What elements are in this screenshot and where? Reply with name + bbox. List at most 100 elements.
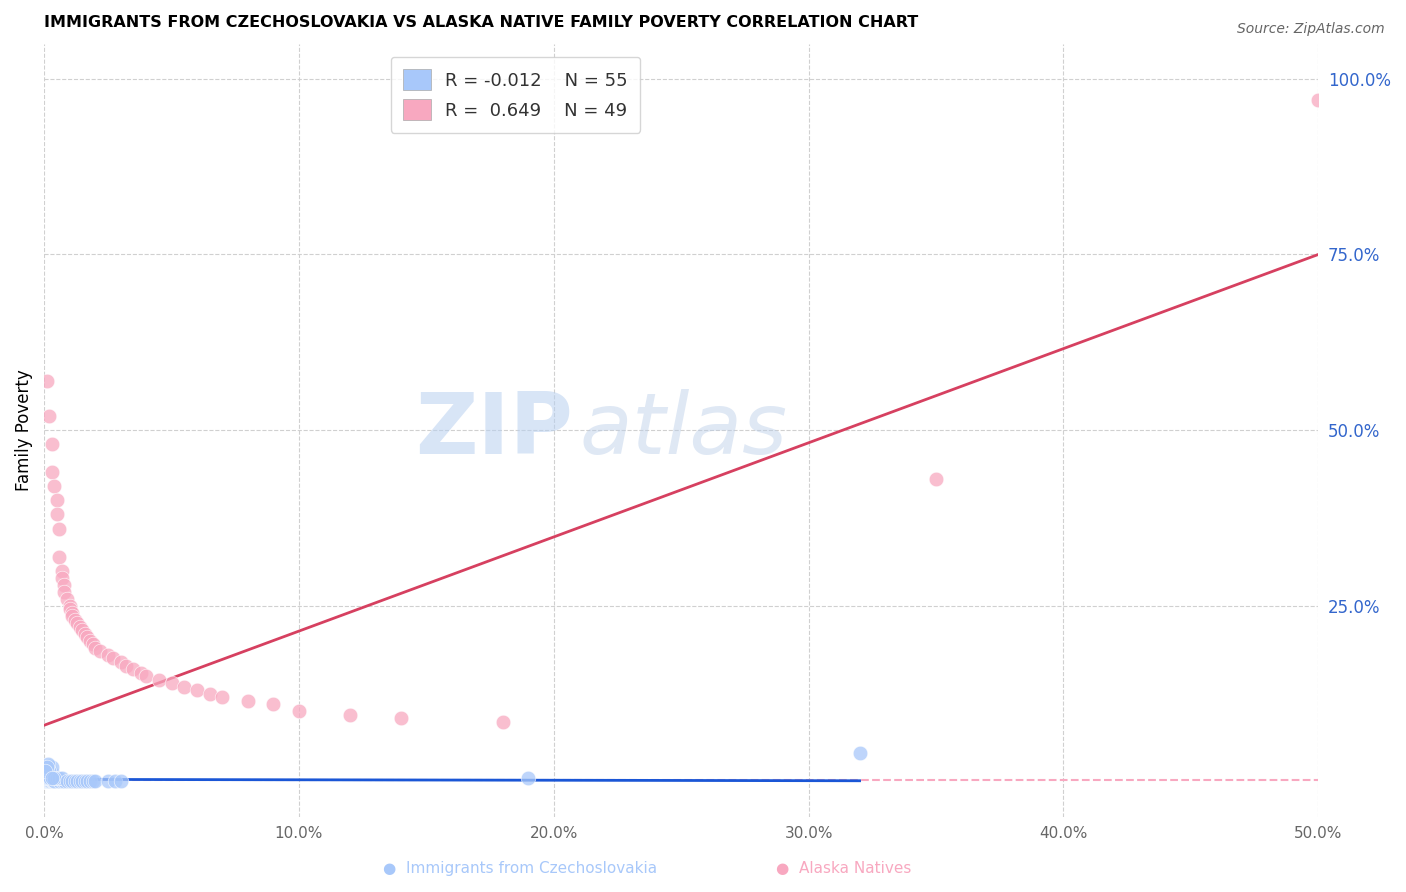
Point [44, 774, 66, 789]
Point [45, 774, 67, 789]
Point [35, 762, 58, 776]
Point [97, 774, 120, 789]
Point [97, 648, 120, 662]
Point [41, 465, 63, 479]
Point [58, 602, 80, 616]
Point [41, 774, 63, 789]
Point [35, 774, 58, 789]
Point [492, 714, 515, 729]
Point [82, 637, 104, 651]
Point [34, 764, 56, 778]
Point [129, 665, 152, 680]
Point [35, 760, 58, 774]
Point [262, 697, 284, 711]
Point [41, 437, 63, 451]
Point [76, 774, 98, 789]
Point [41, 760, 63, 774]
Point [1308, 93, 1330, 107]
Point [339, 707, 361, 722]
Point [48, 774, 70, 789]
Point [44, 479, 66, 493]
Point [45, 493, 67, 508]
Point [38, 774, 60, 789]
Point [51, 774, 73, 789]
Point [69, 620, 91, 634]
Point [288, 704, 311, 718]
Point [211, 690, 233, 705]
Point [173, 680, 195, 694]
Point [58, 774, 80, 789]
Text: ●  Alaska Natives: ● Alaska Natives [776, 861, 911, 876]
Point [38, 409, 60, 423]
Point [73, 627, 96, 641]
Point [39, 774, 62, 789]
Point [63, 774, 86, 789]
Point [48, 521, 70, 535]
Point [114, 658, 136, 673]
Point [34, 774, 56, 789]
Point [69, 774, 91, 789]
Point [66, 616, 89, 631]
Point [48, 771, 70, 785]
Point [45, 774, 67, 789]
Point [56, 591, 79, 606]
Point [58, 599, 80, 613]
Point [53, 578, 76, 592]
Point [35, 774, 58, 789]
Point [160, 676, 183, 690]
Point [82, 774, 104, 789]
Text: atlas: atlas [579, 389, 787, 472]
Point [389, 711, 412, 725]
Point [53, 774, 76, 789]
Point [51, 564, 73, 578]
Point [41, 767, 63, 781]
Point [53, 584, 76, 599]
Point [44, 774, 66, 789]
Point [101, 651, 124, 665]
Point [34, 771, 56, 785]
Point [73, 774, 96, 789]
Point [848, 747, 870, 761]
Text: Source: ZipAtlas.com: Source: ZipAtlas.com [1237, 22, 1385, 37]
Point [236, 693, 259, 707]
Point [38, 774, 60, 789]
Point [45, 771, 67, 785]
Point [38, 771, 60, 785]
Point [51, 571, 73, 585]
Text: IMMIGRANTS FROM CZECHOSLOVAKIA VS ALASKA NATIVE FAMILY POVERTY CORRELATION CHART: IMMIGRANTS FROM CZECHOSLOVAKIA VS ALASKA… [44, 15, 918, 30]
Point [72, 624, 94, 638]
Point [925, 472, 948, 486]
Point [84, 640, 107, 655]
Point [89, 644, 111, 658]
Point [135, 669, 157, 683]
Text: ●  Immigrants from Czechoslovakia: ● Immigrants from Czechoslovakia [384, 861, 657, 876]
Point [60, 774, 83, 789]
Point [44, 774, 66, 789]
Point [517, 771, 540, 785]
Point [41, 771, 63, 785]
Point [39, 771, 62, 785]
Y-axis label: Family Poverty: Family Poverty [15, 369, 32, 491]
Point [72, 774, 94, 789]
Point [60, 609, 83, 624]
Point [38, 764, 60, 778]
Point [76, 631, 98, 645]
Text: ZIP: ZIP [415, 389, 572, 472]
Point [45, 508, 67, 522]
Point [35, 760, 58, 774]
Point [104, 774, 127, 789]
Point [42, 767, 65, 781]
Point [122, 662, 145, 676]
Point [84, 774, 107, 789]
Point [37, 771, 59, 785]
Point [148, 673, 170, 687]
Point [66, 774, 89, 789]
Point [41, 774, 63, 789]
Point [51, 771, 73, 785]
Point [35, 771, 58, 785]
Point [44, 771, 66, 785]
Point [79, 774, 101, 789]
Point [63, 613, 86, 627]
Point [37, 756, 59, 771]
Point [38, 759, 60, 773]
